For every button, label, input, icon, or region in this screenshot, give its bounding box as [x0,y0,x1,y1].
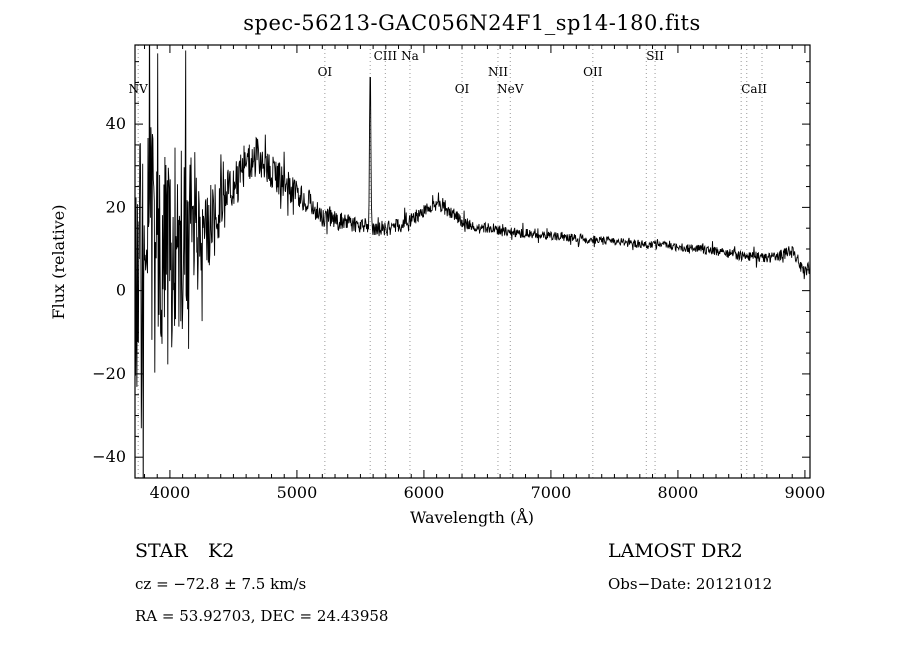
x-tick-label: 4000 [150,483,191,502]
obs-date: Obs−Date: 20121012 [608,575,772,593]
spectral-line-label: NeV [497,82,524,96]
spectral-line-label: NV [129,82,149,96]
spectral-line-label: OII [583,65,603,79]
spectrum-line [135,45,810,478]
spectral-line-label: OI [318,65,333,79]
object-class: STAR [135,540,188,562]
chart-title: spec-56213-GAC056N24F1_sp14-180.fits [243,11,701,35]
x-axis-label: Wavelength (Å) [410,507,534,527]
x-tick-label: 5000 [277,483,318,502]
spectral-line-label: Na [401,49,419,63]
y-tick-label: 0 [116,281,126,300]
x-tick-label: 7000 [531,483,572,502]
ra-dec: RA = 53.92703, DEC = 24.43958 [135,607,388,625]
spectral-line-label: SII [646,49,664,63]
x-tick-label: 8000 [658,483,699,502]
y-axis-label: Flux (relative) [49,205,68,320]
line-annotation-labels: NV OI CIII Na OI NII NeV OII SII CaII [129,49,768,96]
axes: 4000 5000 6000 7000 8000 9000 −40 −20 0 20 40 [92,45,825,502]
y-tick-label: −20 [92,364,126,383]
spectral-line-label: OI [455,82,470,96]
spectral-line-label: CIII [374,49,398,63]
survey-release: LAMOST DR2 [608,540,743,562]
plot-frame [134,44,811,479]
y-tick-label: 40 [106,114,126,133]
annotation-dotted-lines [137,45,763,478]
spectral-line-label: NII [488,65,508,79]
x-tick-label: 9000 [785,483,826,502]
x-tick-label: 6000 [404,483,445,502]
object-subclass: K2 [208,540,234,562]
spectral-line-label: CaII [741,82,767,96]
y-tick-label: 20 [106,197,126,216]
y-tick-label: −40 [92,447,126,466]
cz-value: cz = −72.8 ± 7.5 km/s [135,575,306,593]
